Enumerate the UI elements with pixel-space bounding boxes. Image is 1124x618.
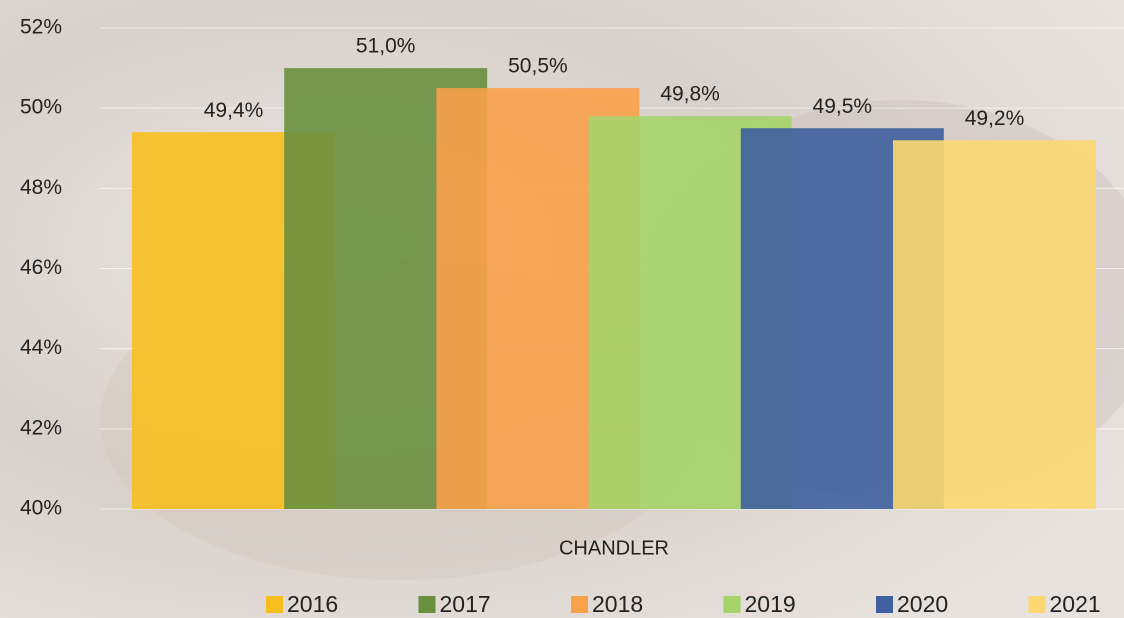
legend-label: 2019 bbox=[745, 591, 796, 617]
data-label: 50,5% bbox=[508, 55, 568, 78]
x-tick-label: CHANDLER bbox=[559, 537, 669, 559]
legend-swatch bbox=[418, 596, 436, 613]
data-label: 49,5% bbox=[813, 95, 873, 118]
y-tick-label: 44% bbox=[20, 336, 62, 359]
y-tick-label: 40% bbox=[20, 497, 62, 520]
y-tick-label: 52% bbox=[20, 16, 62, 39]
legend-label: 2017 bbox=[440, 591, 491, 617]
legend-swatch bbox=[571, 596, 588, 613]
legend-label: 2018 bbox=[592, 591, 643, 617]
legend-swatch bbox=[876, 596, 893, 613]
legend-swatch bbox=[266, 596, 283, 613]
data-label: 49,2% bbox=[965, 107, 1025, 130]
legend-swatch bbox=[1028, 596, 1046, 613]
bar bbox=[893, 140, 1096, 509]
data-label: 49,4% bbox=[204, 99, 264, 122]
legend-label: 2021 bbox=[1050, 591, 1101, 617]
legend-swatch bbox=[723, 596, 741, 613]
y-tick-label: 48% bbox=[20, 176, 62, 199]
legend-label: 2016 bbox=[287, 591, 338, 617]
y-tick-label: 46% bbox=[20, 256, 62, 279]
data-label: 49,8% bbox=[660, 83, 720, 106]
y-tick-label: 50% bbox=[20, 96, 62, 119]
y-tick-label: 42% bbox=[20, 416, 62, 439]
legend-label: 2020 bbox=[897, 591, 948, 617]
data-label: 51,0% bbox=[356, 35, 416, 58]
